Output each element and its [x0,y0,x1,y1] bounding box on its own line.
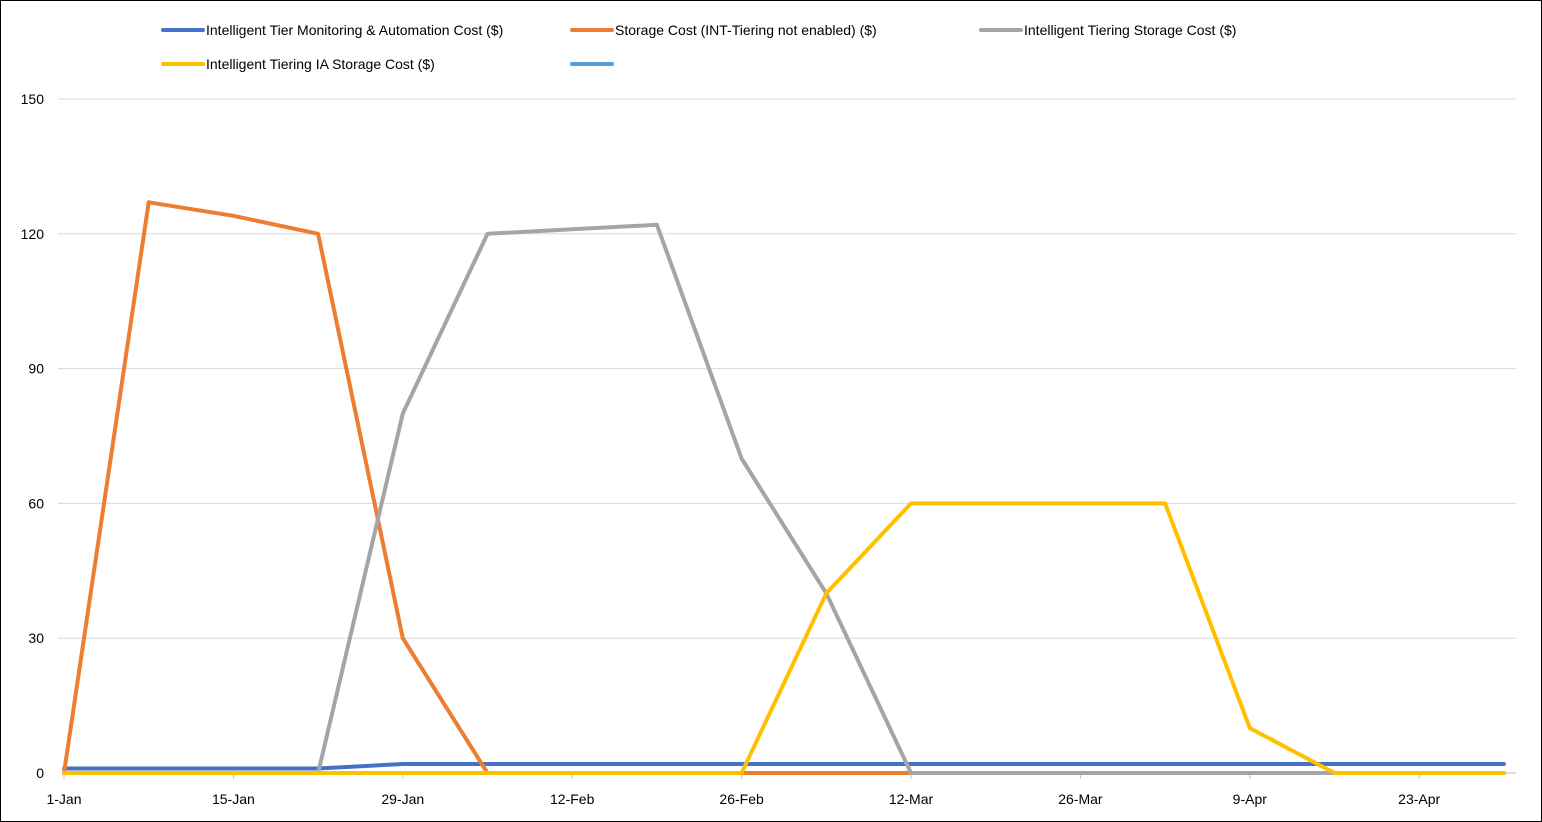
x-axis-tick-labels: 1-Jan 15-Jan 29-Jan 12-Feb 26-Feb 12-Mar 26-Ma… [46,791,1440,807]
x-tick-label: 23-Apr [1398,791,1440,807]
series-line-3 [62,222,1506,775]
x-tick-label: 26-Mar [1058,791,1103,807]
x-tick-label: 15-Jan [212,791,255,807]
y-tick-label: 0 [36,765,44,781]
y-axis-tick-labels: 0 30 60 90 120 150 [21,91,45,781]
x-tick-label: 9-Apr [1233,791,1268,807]
legend: Intelligent Tier Monitoring & Automation… [161,22,1236,72]
y-tick-label: 120 [21,226,45,242]
legend-label: Intelligent Tier Monitoring & Automation… [206,22,503,38]
y-tick-label: 60 [28,495,44,511]
x-tick-label: 1-Jan [46,791,81,807]
legend-label: Intelligent Tiering Storage Cost ($) [1024,22,1236,38]
gridlines [58,98,1516,639]
x-tick-label: 12-Feb [550,791,595,807]
y-tick-label: 90 [28,361,44,377]
y-tick-label: 30 [28,630,44,646]
x-tick-label: 26-Feb [719,791,764,807]
y-tick-label: 150 [21,91,45,107]
legend-label: Intelligent Tiering IA Storage Cost ($) [206,56,435,72]
x-tick-label: 12-Mar [889,791,934,807]
series-line-1 [62,762,1506,771]
series-lines [62,200,1506,775]
x-tick-label: 29-Jan [381,791,424,807]
series-line-4 [62,501,1506,775]
legend-label: Storage Cost (INT-Tiering not enabled) (… [615,22,877,38]
